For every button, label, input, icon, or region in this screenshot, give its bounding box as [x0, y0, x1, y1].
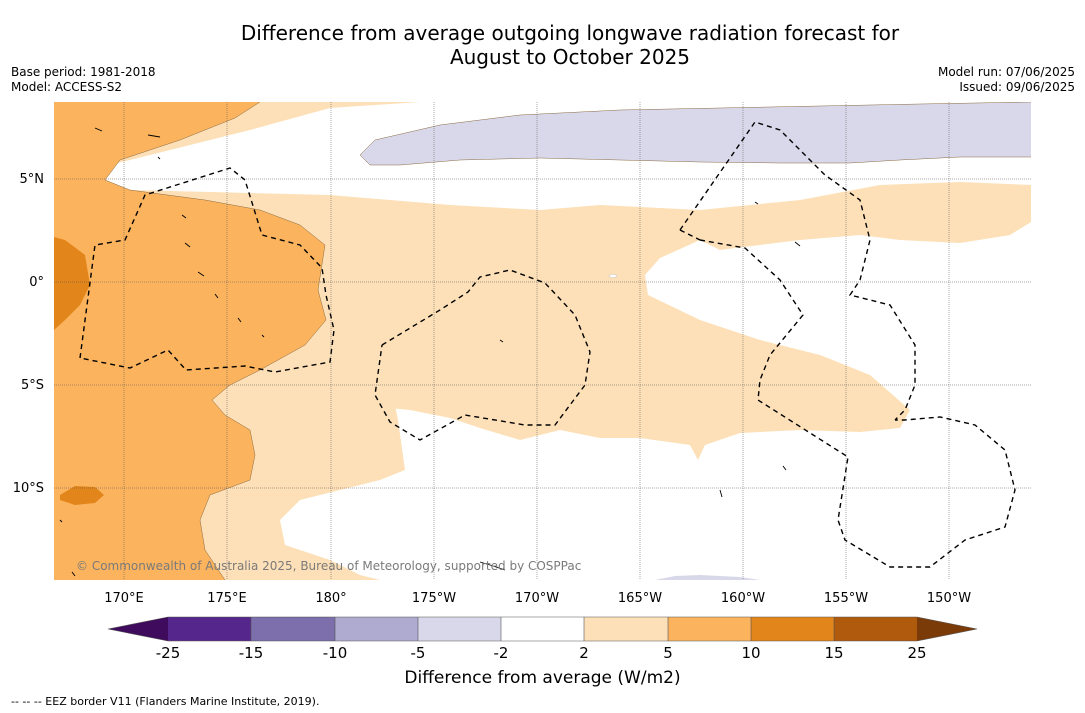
colorbar-label: Difference from average (W/m2) — [404, 668, 681, 688]
lon-tick-165w: 165°W — [618, 591, 662, 606]
colorbar-bin-2-5 — [584, 617, 668, 641]
lat-tick-labels: 5°N 0° 5°S 10°S — [13, 172, 44, 496]
lat-tick-5n: 5°N — [20, 172, 45, 187]
cb-tick-neg15: -15 — [239, 644, 264, 662]
model-run: Model run: 07/06/2025 — [937, 65, 1075, 79]
lon-tick-170w: 170°W — [515, 591, 559, 606]
region-2-to-5 — [54, 102, 1031, 580]
lon-tick-175e: 175°E — [207, 591, 247, 606]
eez-line-islands-link — [679, 229, 701, 241]
cb-tick-neg2: -2 — [494, 644, 509, 662]
colorbar: -25 -15 -10 -5 -2 2 5 10 15 25 — [107, 616, 978, 662]
colorbar-bin-neg2-2 — [501, 617, 584, 641]
eez-borders — [79, 121, 1016, 568]
title-line-2: August to October 2025 — [449, 45, 691, 69]
colorbar-arrow-below — [108, 617, 168, 641]
colorbar-bin-neg25-neg15 — [168, 617, 251, 641]
eez-line-islands-north — [679, 121, 916, 421]
colorbar-bin-10-15 — [751, 617, 834, 641]
cb-tick-neg25: -25 — [156, 644, 181, 662]
issued-date: Issued: 09/06/2025 — [959, 80, 1075, 94]
cb-tick-neg10: -10 — [323, 644, 348, 662]
cb-tick-2: 2 — [579, 644, 589, 662]
colorbar-outline — [107, 616, 978, 642]
colorbar-bin-neg5-neg2 — [418, 617, 501, 641]
region-neg5-to-neg2-north — [360, 102, 1031, 165]
map-panel: © Commonwealth of Australia 2025, Bureau… — [54, 102, 1031, 580]
region-neg5-to-neg2-south — [655, 575, 760, 580]
colorbar-bin-neg15-neg10 — [251, 617, 335, 641]
gridlines — [54, 102, 1031, 580]
region-10-to-15-south — [60, 486, 104, 505]
colorbar-arrow-above — [917, 617, 977, 641]
base-period: Base period: 1981-2018 — [11, 65, 156, 79]
lat-tick-10s: 10°S — [13, 481, 44, 496]
meta-right: Model run: 07/06/2025 Issued: 09/06/2025 — [938, 65, 1075, 95]
lon-tick-155w: 155°W — [824, 591, 868, 606]
lat-tick-5s: 5°S — [21, 378, 44, 393]
eez-central — [374, 269, 591, 441]
cb-tick-15: 15 — [824, 644, 843, 662]
lon-tick-180: 180° — [315, 591, 346, 606]
eez-footnote: -- -- -- EEZ border V11 (Flanders Marine… — [11, 695, 320, 708]
cb-tick-25: 25 — [907, 644, 926, 662]
cb-tick-5: 5 — [663, 644, 673, 662]
copyright-notice: © Commonwealth of Australia 2025, Bureau… — [76, 559, 581, 573]
lon-tick-170e: 170°E — [104, 591, 144, 606]
model-name: Model: ACCESS-S2 — [11, 80, 123, 94]
colorbar-bin-15-25 — [834, 617, 917, 641]
contour-lines — [104, 102, 1031, 580]
eez-line-islands-south — [699, 239, 1016, 568]
lon-tick-labels: 170°E 175°E 180° 175°W 170°W 165°W 160°W… — [104, 591, 971, 606]
cb-tick-neg5: -5 — [411, 644, 426, 662]
lon-tick-175w: 175°W — [412, 591, 456, 606]
eez-kiribati-gilberts — [79, 167, 335, 373]
lon-tick-160w: 160°W — [721, 591, 765, 606]
title-line-1: Difference from average outgoing longwav… — [240, 21, 900, 45]
islands — [59, 127, 801, 577]
meta-left: Base period: 1981-2018 Model: ACCESS-S2 — [11, 65, 156, 95]
map-title: Difference from average outgoing longwav… — [0, 21, 1085, 69]
lat-tick-0: 0° — [29, 275, 44, 290]
cb-tick-10: 10 — [741, 644, 760, 662]
lon-tick-150w: 150°W — [927, 591, 971, 606]
colorbar-bin-neg10-neg5 — [335, 617, 418, 641]
region-10-to-15-west — [54, 237, 90, 330]
colorbar-bin-5-10 — [668, 617, 751, 641]
